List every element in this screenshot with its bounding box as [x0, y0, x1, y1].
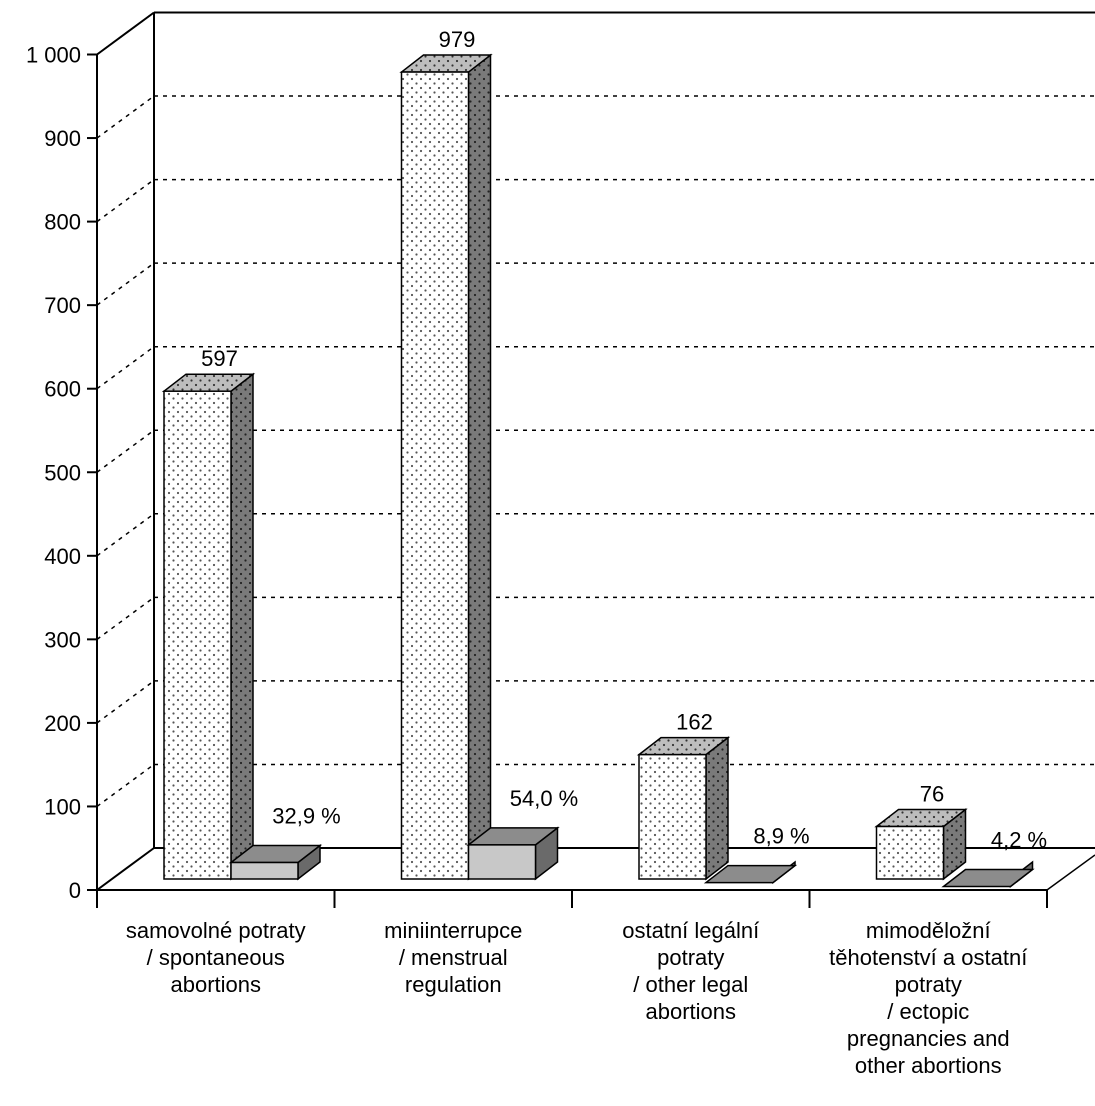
y-tick-label: 500: [44, 460, 81, 485]
grid-line-side: [96, 178, 155, 223]
category-label-line: / spontaneous: [147, 945, 285, 970]
bar-count-2-front: [638, 753, 707, 880]
bar-count-0-side: [230, 372, 254, 881]
category-label-line: miniinterrupce: [384, 918, 522, 943]
bar-percent-1: [466, 826, 560, 881]
category-label-line: pregnancies and: [847, 1026, 1010, 1051]
category-label-1: miniinterrupce / menstrual regulation: [384, 918, 522, 997]
y-tick-label: 900: [44, 126, 81, 151]
bar-percent-2: [703, 860, 798, 885]
category-label-2: ostatní legální potraty / other legal abort…: [622, 918, 759, 1024]
bar-count-1-side: [467, 53, 492, 881]
category-label-line: / menstrual: [399, 945, 508, 970]
bar-percent-1-front: [467, 844, 537, 880]
y-tick-label: 300: [44, 627, 81, 652]
y-tick-label: 200: [44, 711, 81, 736]
value-label-count-1: 979: [439, 27, 476, 52]
category-label-line: / ectopic: [887, 999, 969, 1024]
y-tick-label: 800: [44, 210, 81, 235]
y-tick-label: 100: [44, 794, 81, 819]
floor-left-edge: [96, 847, 155, 891]
grid-line-side: [96, 95, 155, 139]
bar-count-1: [399, 53, 493, 881]
axes: 0 100 200 300 400 500 600 700 800 900 1 000: [26, 43, 1048, 908]
value-label-percent-2: 8,9 %: [753, 824, 809, 849]
grid-line-side: [96, 680, 155, 724]
value-label-percent-1: 54,0 %: [510, 786, 579, 811]
side-wall-top: [96, 11, 155, 56]
value-label-percent-0: 32,9 %: [272, 804, 341, 829]
bar-count-2: [636, 736, 731, 881]
bar-count-1-front: [400, 71, 470, 880]
category-label-3: mimoděložní těhotenství a ostatní potraty /…: [829, 918, 1027, 1078]
grid-line-side: [96, 763, 155, 808]
value-label-count-0: 597: [201, 346, 238, 371]
category-label-line: regulation: [405, 972, 502, 997]
grid-line-side: [96, 429, 155, 473]
category-label-line: ostatní legální: [622, 918, 759, 943]
category-label-line: other abortions: [855, 1053, 1002, 1078]
bars: [161, 53, 1035, 889]
grid-line-side: [96, 596, 155, 640]
category-label-line: samovolné potraty: [126, 918, 306, 943]
bar-percent-0: [228, 843, 323, 881]
bar-count-2-side: [705, 736, 729, 881]
category-label-line: abortions: [170, 972, 261, 997]
y-tick-label: 400: [44, 544, 81, 569]
grid-line-side: [96, 346, 155, 390]
bar-percent-2-top: [703, 864, 798, 884]
category-label-0: samovolné potraty / spontaneous abortions: [126, 918, 306, 997]
value-label-percent-3: 4,2 %: [991, 827, 1047, 852]
bar-percent-3-top: [941, 868, 1035, 888]
category-label-line: / other legal: [633, 972, 748, 997]
y-tick-label: 700: [44, 293, 81, 318]
category-label-line: těhotenství a ostatní: [829, 945, 1027, 970]
category-label-line: mimoděložní: [866, 918, 991, 943]
grid-line-side: [96, 513, 155, 557]
y-tick-label: 600: [44, 377, 81, 402]
bar-count-0: [161, 372, 256, 881]
bar-percent-3: [941, 860, 1035, 889]
bar-count-3-front: [875, 825, 945, 880]
floor-right-edge: [1046, 854, 1095, 891]
value-label-count-3: 76: [920, 782, 944, 807]
category-label-line: abortions: [645, 999, 736, 1024]
category-label-line: potraty: [895, 972, 962, 997]
bar-percent-0-front: [230, 861, 299, 880]
grid-line-side: [96, 262, 155, 306]
y-tick-label: 0: [69, 878, 81, 903]
bar-count-0-front: [163, 390, 232, 880]
value-label-count-2: 162: [676, 710, 713, 735]
category-label-line: potraty: [657, 945, 724, 970]
bar-count-3: [874, 807, 968, 881]
y-tick-label: 1 000: [26, 43, 81, 68]
